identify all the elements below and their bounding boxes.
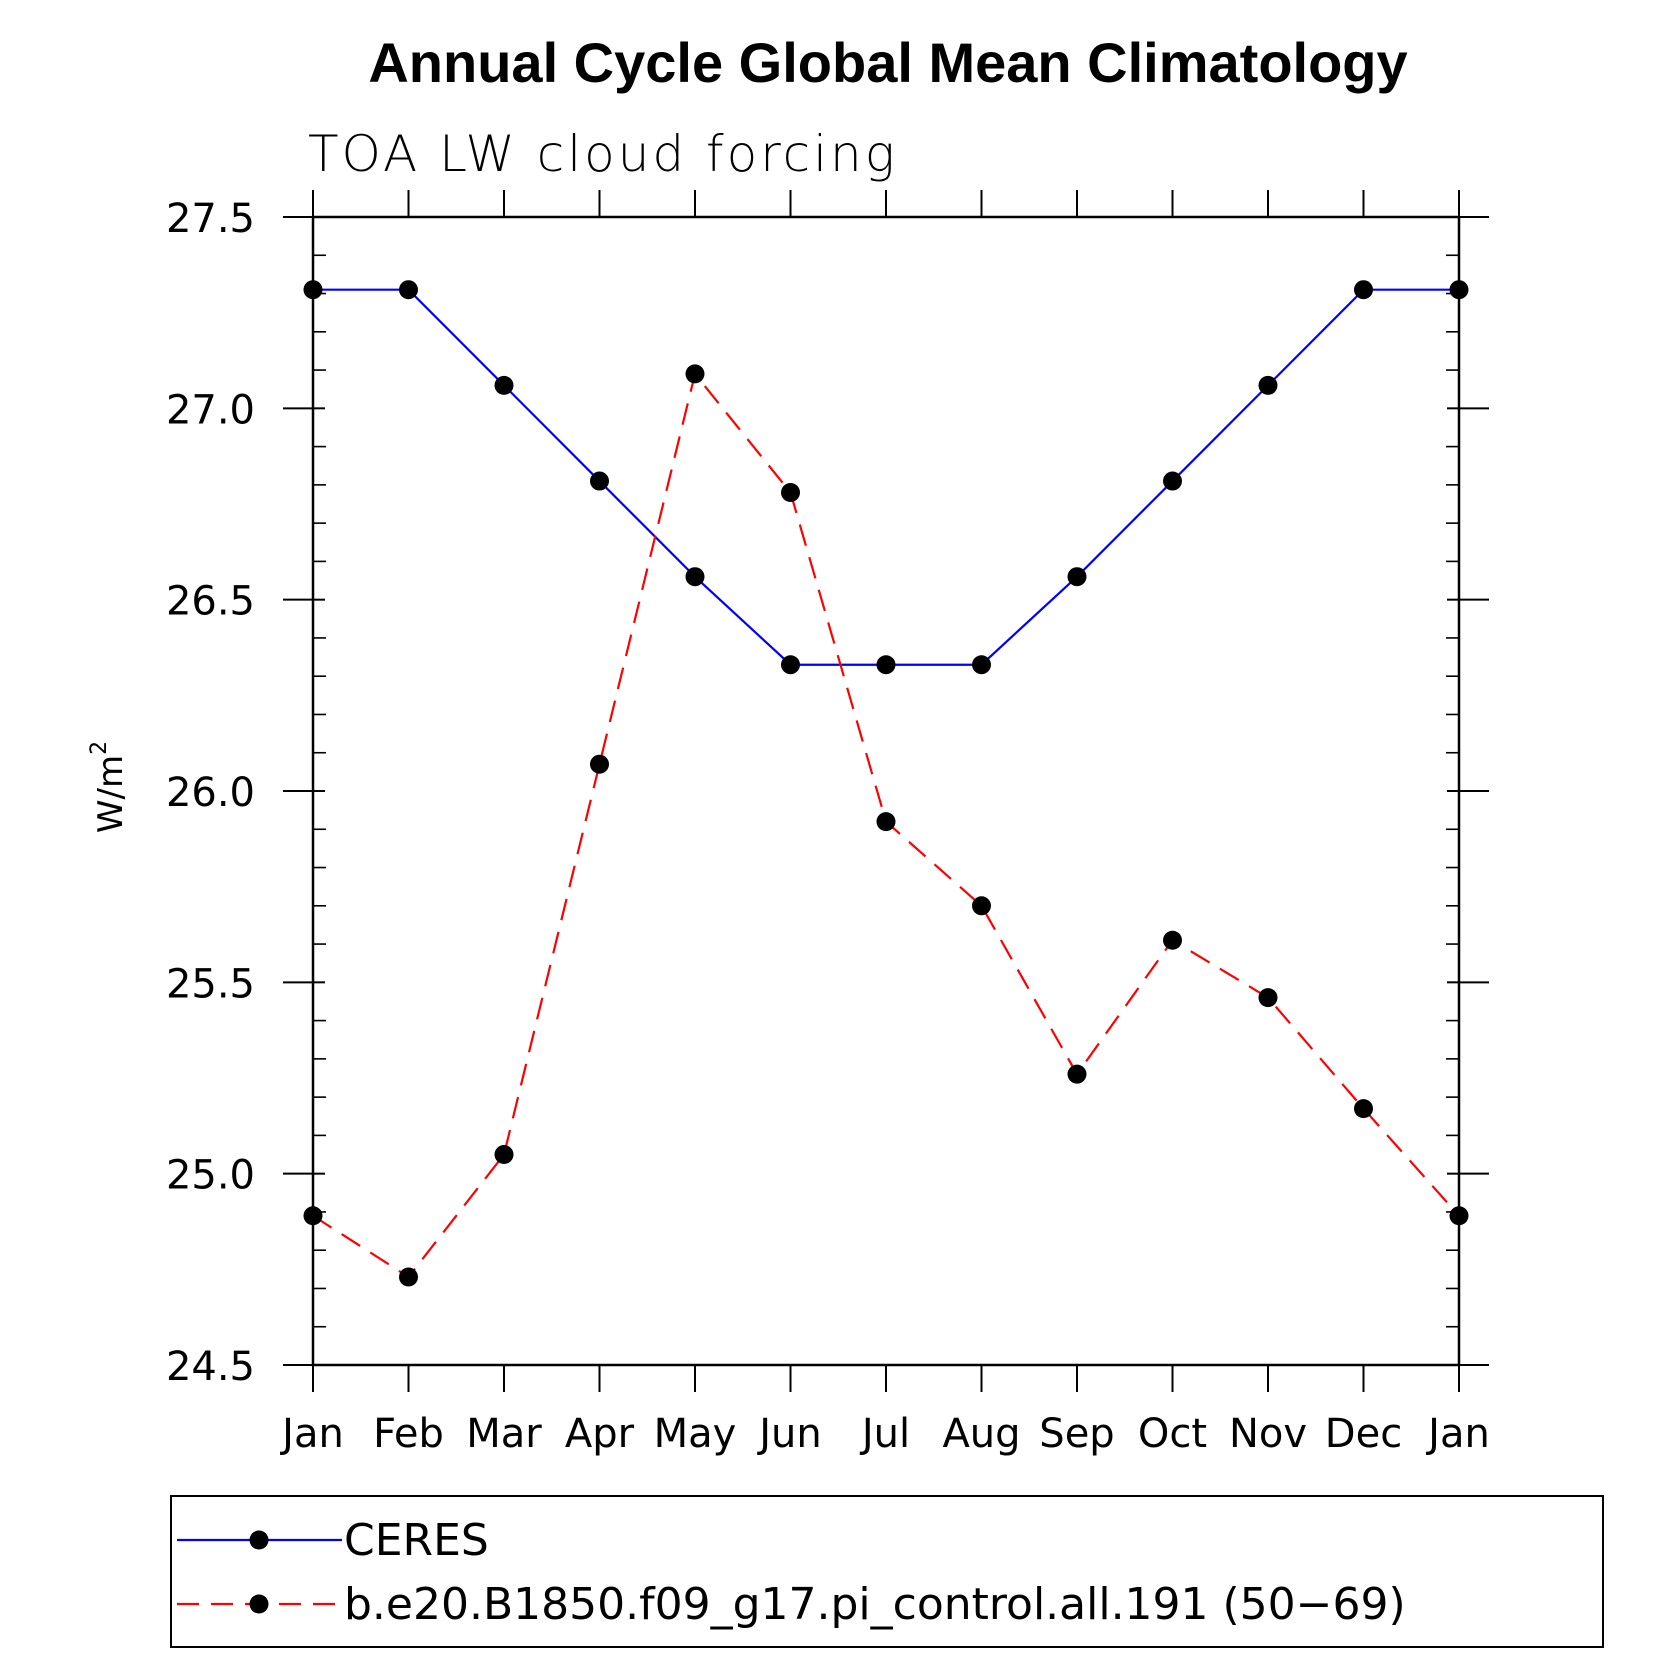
data-point: [876, 812, 896, 832]
data-point: [494, 1145, 514, 1165]
legend-box: [170, 1495, 1604, 1648]
data-point: [1354, 1099, 1373, 1119]
chart-title: Annual Cycle Global Mean Climatology: [368, 31, 1407, 94]
y-tick-label: 25.5: [166, 961, 255, 1007]
data-point: [1258, 988, 1278, 1008]
data-point: [781, 483, 800, 503]
series-line: [313, 288, 1459, 666]
data-point: [876, 655, 896, 675]
data-point: [590, 471, 609, 491]
y-tick-label: 27.0: [166, 387, 255, 433]
x-tick-label: Feb: [373, 1411, 444, 1457]
plot-frame: [311, 215, 1461, 1367]
y-tick-label: 25.0: [166, 1153, 255, 1199]
data-point: [781, 655, 800, 675]
x-tick-label: Aug: [942, 1411, 1020, 1457]
y-tick-label: 26.0: [166, 770, 255, 816]
data-point: [685, 567, 705, 587]
series-layer: [303, 280, 1469, 1287]
data-point: [1449, 280, 1469, 300]
y-axis-label: W/m2: [87, 741, 131, 833]
chart-subtitle: TOA LW cloud forcing: [308, 125, 898, 183]
legend-label: CERES: [344, 1515, 489, 1566]
legend: CERES b.e20.B1850.f09_g17.pi_control.all.…: [170, 1495, 1604, 1648]
data-point: [1163, 930, 1182, 950]
plot-axes: Jan Feb Mar Apr May Jun Jul Aug Sep Oct Nov Dec Jan 2…: [166, 190, 1490, 1457]
x-tick-label: Apr: [565, 1411, 635, 1457]
svg-text:W/m2: W/m2: [87, 741, 131, 833]
data-point: [494, 375, 514, 395]
data-point: [972, 896, 991, 916]
x-tick-label: Nov: [1229, 1411, 1307, 1457]
series-2: [303, 364, 1469, 1287]
y-axis-label-superscript: 2: [87, 741, 112, 755]
legend-marker: [249, 1594, 269, 1614]
data-point: [303, 1206, 323, 1226]
data-point: [1163, 471, 1182, 491]
data-point: [1354, 280, 1373, 300]
data-point: [1067, 1064, 1087, 1084]
x-tick-label: Mar: [466, 1411, 542, 1457]
data-point: [590, 754, 609, 774]
x-tick-label: Jun: [756, 1411, 822, 1457]
data-point: [303, 280, 323, 300]
data-point: [1449, 1206, 1469, 1226]
data-point: [1067, 567, 1087, 587]
data-point: [972, 655, 991, 675]
y-axis-label-text: W/m: [91, 755, 131, 833]
data-point: [1258, 375, 1278, 395]
x-tick-label: Sep: [1039, 1411, 1114, 1457]
series-1: [303, 280, 1469, 675]
y-tick-label: 27.5: [166, 196, 255, 242]
x-tick-label: Dec: [1325, 1411, 1402, 1457]
data-point: [685, 364, 705, 384]
x-tick-label: Jan: [279, 1411, 344, 1457]
x-tick-label: Jul: [859, 1411, 910, 1457]
x-tick-label: Jan: [1425, 1411, 1490, 1457]
legend-label: b.e20.B1850.f09_g17.pi_control.all.191 (…: [344, 1579, 1406, 1630]
x-tick-label: Oct: [1138, 1411, 1207, 1457]
y-tick-label: 24.5: [166, 1344, 255, 1390]
x-tick-label: May: [654, 1411, 737, 1457]
data-point: [399, 280, 418, 300]
data-point: [399, 1267, 418, 1287]
legend-marker: [249, 1530, 269, 1550]
y-tick-label: 26.5: [166, 579, 255, 625]
